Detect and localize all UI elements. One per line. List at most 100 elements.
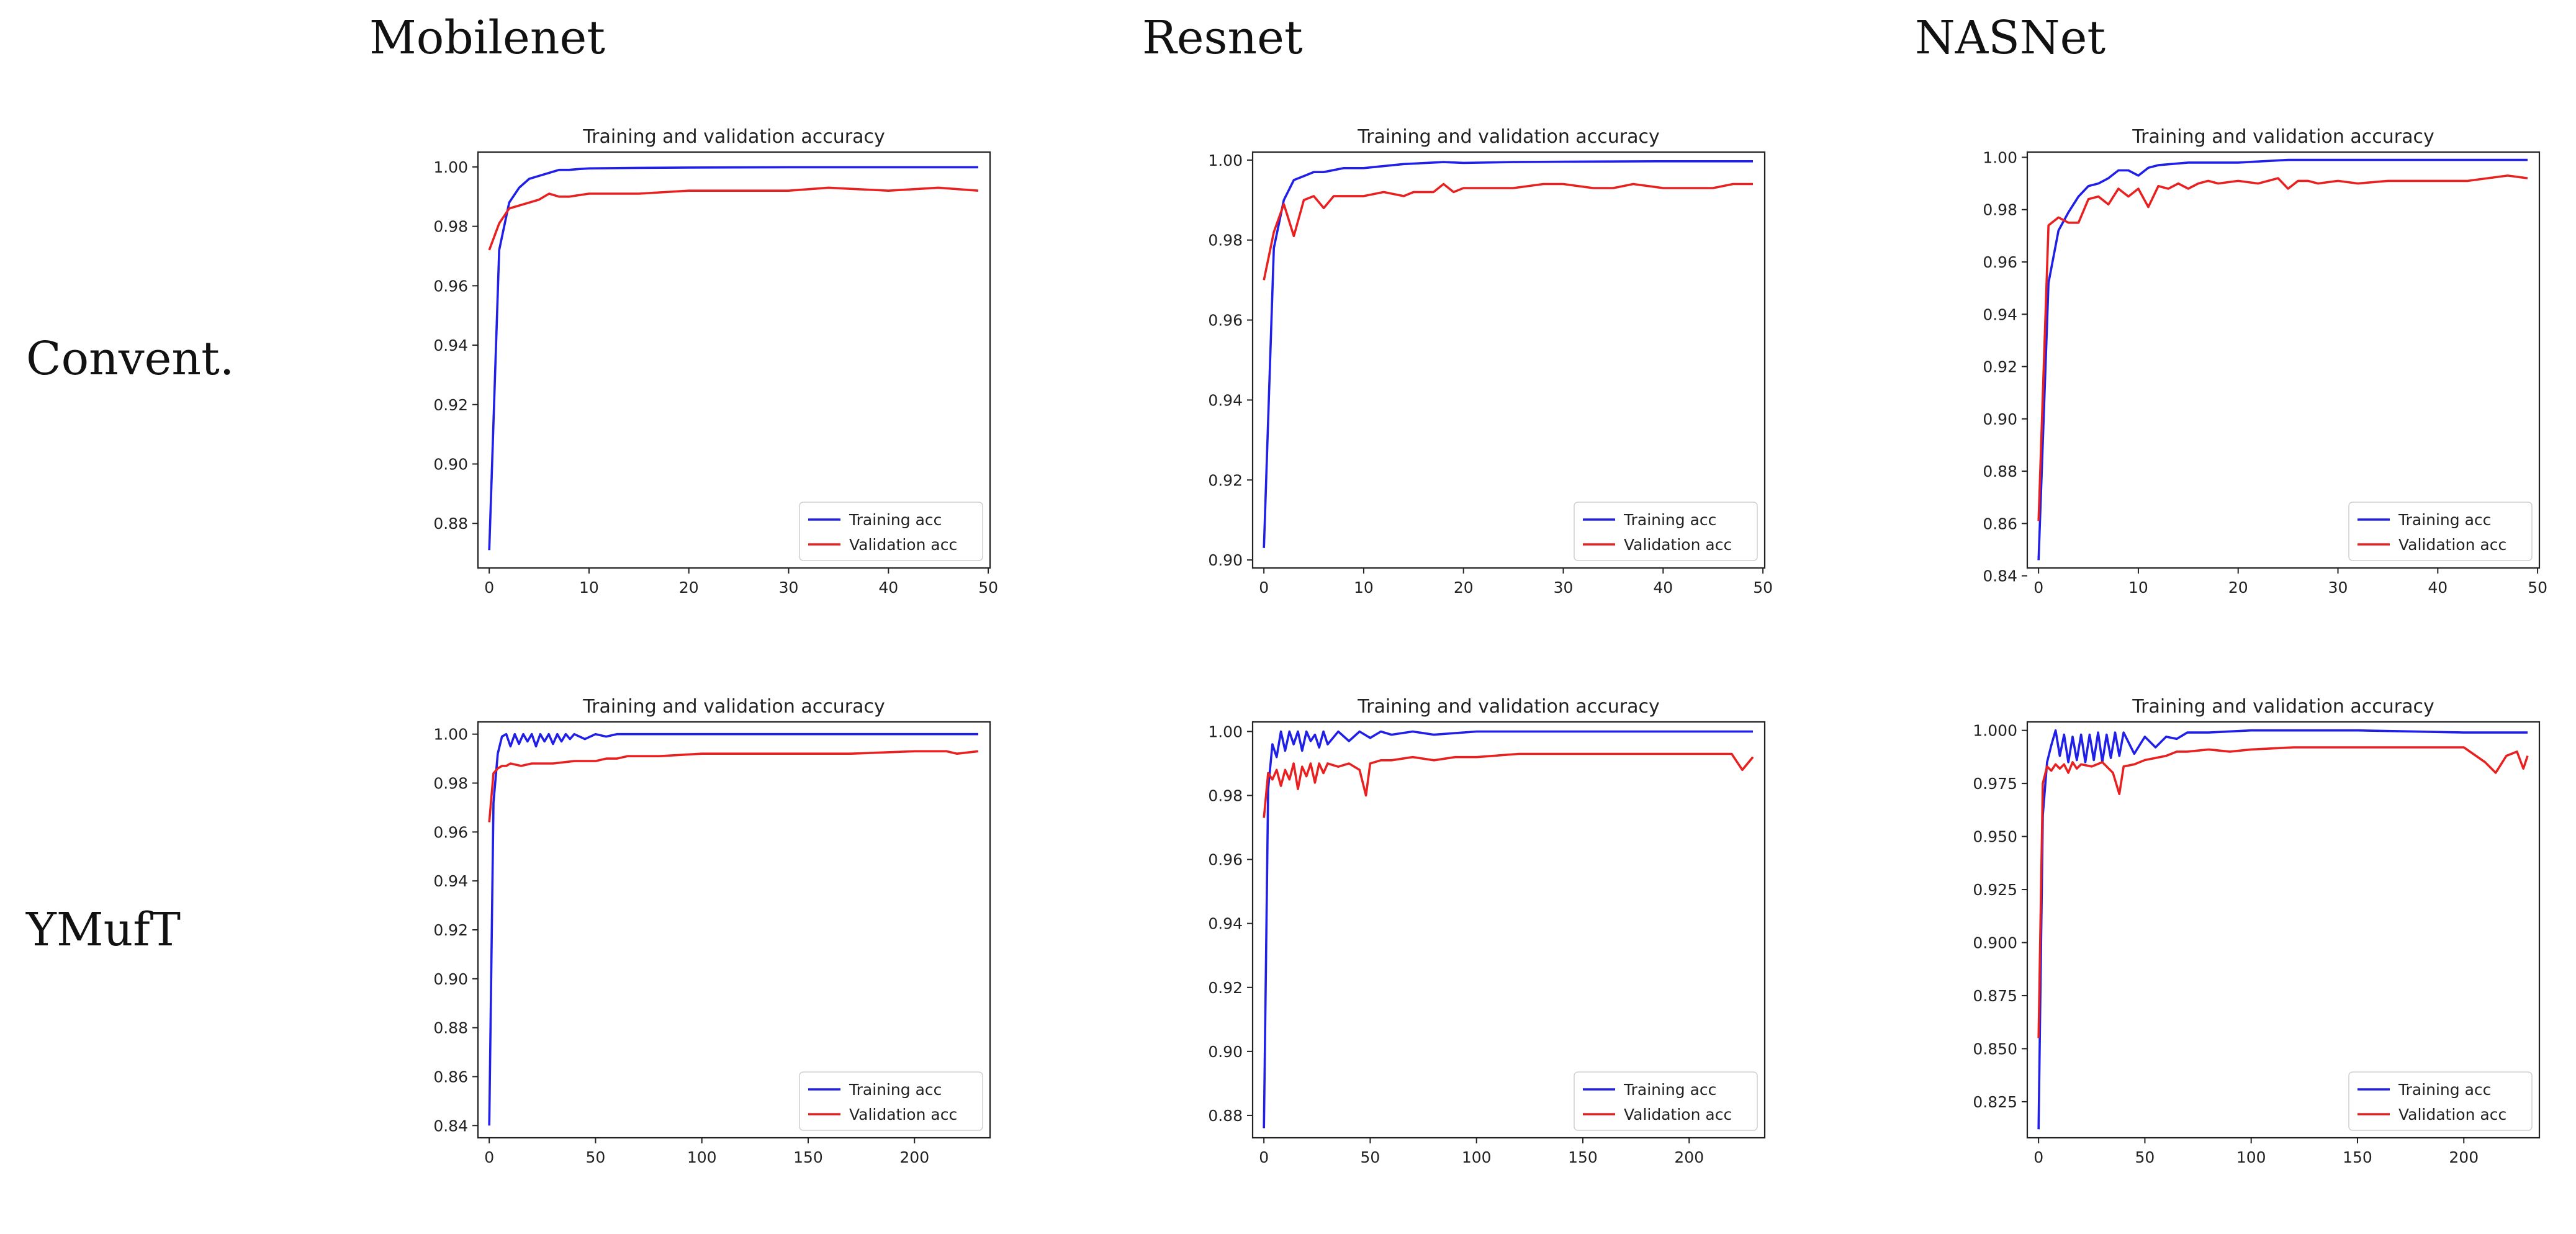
chart-svg: Training and validation accuracy 0.84 0.86…	[433, 696, 991, 1166]
chart-svg: Training and validation accuracy 0.88 0.90…	[433, 126, 998, 597]
column-label-resnet: Resnet	[1142, 11, 1303, 65]
x-tick-label: 50	[2135, 1148, 2155, 1166]
y-tick-label: 0.96	[1208, 851, 1243, 869]
y-tick-label: 0.88	[1208, 1107, 1243, 1125]
chart-title: Training and validation accuracy	[2132, 126, 2434, 148]
x-tick-label: 0	[2033, 579, 2043, 597]
legend-box	[2348, 1071, 2533, 1131]
chart-title: Training and validation accuracy	[582, 696, 885, 718]
chart-svg: Training and validation accuracy 0.88 0.90…	[1208, 696, 1766, 1166]
chart-mobilenet-ymuft: Training and validation accuracy 0.84 0.86…	[379, 688, 999, 1234]
y-tick-label: 0.90	[433, 970, 468, 988]
x-tick-label: 10	[1354, 579, 1374, 597]
y-tick-label: 0.86	[1983, 515, 2017, 533]
chart-svg: Training and validation accuracy 0.825 0.8…	[1973, 696, 2541, 1166]
y-tick-label: 0.88	[433, 515, 468, 533]
series-line-validation-acc	[488, 186, 979, 251]
x-tick-label: 100	[2236, 1148, 2266, 1166]
x-tick-label: 200	[899, 1148, 929, 1166]
legend-box	[799, 502, 983, 561]
series-line-training-acc	[488, 732, 978, 1126]
legend-label: Validation acc	[849, 1106, 957, 1124]
column-label-mobilenet: Mobilenet	[369, 11, 606, 65]
y-tick-label: 1.00	[1208, 723, 1243, 741]
y-tick-label: 0.925	[1973, 881, 2017, 899]
legend-label: Validation acc	[1624, 536, 1732, 554]
plot-frame	[2026, 721, 2541, 1139]
y-tick-label: 0.94	[1983, 305, 2017, 323]
x-tick-label: 10	[579, 579, 599, 597]
y-tick-label: 0.98	[1983, 201, 2017, 219]
y-tick-label: 0.92	[433, 921, 468, 939]
x-tick-label: 50	[1361, 1148, 1380, 1166]
y-tick-label: 0.850	[1973, 1040, 2017, 1058]
y-tick-label: 1.00	[433, 726, 468, 744]
legend-box	[2348, 502, 2533, 561]
chart-title: Training and validation accuracy	[1357, 126, 1659, 148]
plot-frame	[477, 151, 991, 569]
legend-label: Training acc	[849, 1081, 942, 1099]
series-line-validation-acc	[1263, 752, 1754, 818]
x-tick-label: 0	[1259, 1148, 1269, 1166]
x-tick-label: 200	[1674, 1148, 1704, 1166]
chart-nasnet-convent: Training and validation accuracy 0.84 0.86…	[1928, 118, 2549, 664]
plot-frame	[1251, 721, 1766, 1139]
y-tick-label: 0.84	[433, 1117, 468, 1135]
series-line-training-acc	[1263, 730, 1753, 1128]
y-tick-label: 0.98	[1208, 232, 1243, 250]
series-line-training-acc	[2037, 729, 2528, 1130]
legend-box	[1574, 1071, 1758, 1131]
chart-resnet-convent: Training and validation accuracy 0.90 0.92…	[1153, 118, 1774, 664]
legend-label: Training acc	[2398, 511, 2491, 529]
x-tick-label: 100	[1462, 1148, 1492, 1166]
x-tick-label: 50	[2528, 579, 2547, 597]
x-tick-label: 30	[779, 579, 799, 597]
series-line-training-acc	[2037, 158, 2528, 561]
y-tick-label: 0.92	[1208, 471, 1243, 489]
y-tick-label: 1.00	[1208, 151, 1243, 169]
y-tick-label: 0.90	[1208, 1043, 1243, 1061]
y-tick-label: 0.900	[1973, 934, 2017, 952]
x-tick-label: 200	[2449, 1148, 2479, 1166]
legend-label: Validation acc	[2398, 536, 2506, 554]
series-line-validation-acc	[488, 750, 979, 822]
chart-title: Training and validation accuracy	[2132, 696, 2434, 718]
x-tick-label: 40	[878, 579, 898, 597]
y-tick-label: 0.94	[433, 872, 468, 890]
x-tick-label: 50	[1753, 579, 1773, 597]
x-tick-label: 0	[2033, 1148, 2043, 1166]
legend-label: Training acc	[2398, 1081, 2491, 1099]
column-label-nasnet: NASNet	[1915, 11, 2106, 65]
y-tick-label: 0.92	[433, 396, 468, 414]
y-tick-label: 0.84	[1983, 567, 2017, 585]
y-tick-label: 0.92	[1983, 358, 2017, 376]
legend-label: Training acc	[1623, 1081, 1716, 1099]
plot-frame	[2026, 151, 2541, 569]
y-tick-label: 0.94	[1208, 391, 1243, 409]
x-tick-label: 0	[484, 579, 494, 597]
chart-svg: Training and validation accuracy 0.84 0.86…	[1983, 126, 2547, 597]
x-tick-label: 20	[2228, 579, 2248, 597]
y-tick-label: 1.00	[433, 158, 468, 176]
series-line-validation-acc	[2037, 174, 2528, 521]
y-tick-label: 0.96	[433, 823, 468, 841]
y-tick-label: 0.94	[1208, 915, 1243, 933]
y-tick-label: 1.000	[1973, 722, 2017, 740]
y-tick-label: 0.825	[1973, 1093, 2017, 1111]
legend-label: Validation acc	[1624, 1106, 1732, 1124]
y-tick-label: 0.96	[1983, 253, 2017, 271]
y-tick-label: 0.98	[433, 218, 468, 236]
y-tick-label: 0.975	[1973, 775, 2017, 793]
chart-nasnet-ymuft: Training and validation accuracy 0.825 0.8…	[1928, 688, 2549, 1234]
series-line-training-acc	[488, 166, 978, 551]
y-tick-label: 0.96	[433, 277, 468, 295]
chart-title: Training and validation accuracy	[1357, 696, 1659, 718]
x-tick-label: 0	[484, 1148, 494, 1166]
y-tick-label: 0.88	[1983, 462, 2017, 480]
y-tick-label: 0.98	[1208, 787, 1243, 805]
plot-frame	[1251, 151, 1766, 569]
legend-box	[799, 1071, 983, 1131]
x-tick-label: 10	[2128, 579, 2148, 597]
x-tick-label: 30	[2328, 579, 2348, 597]
series-line-validation-acc	[1263, 182, 1753, 281]
